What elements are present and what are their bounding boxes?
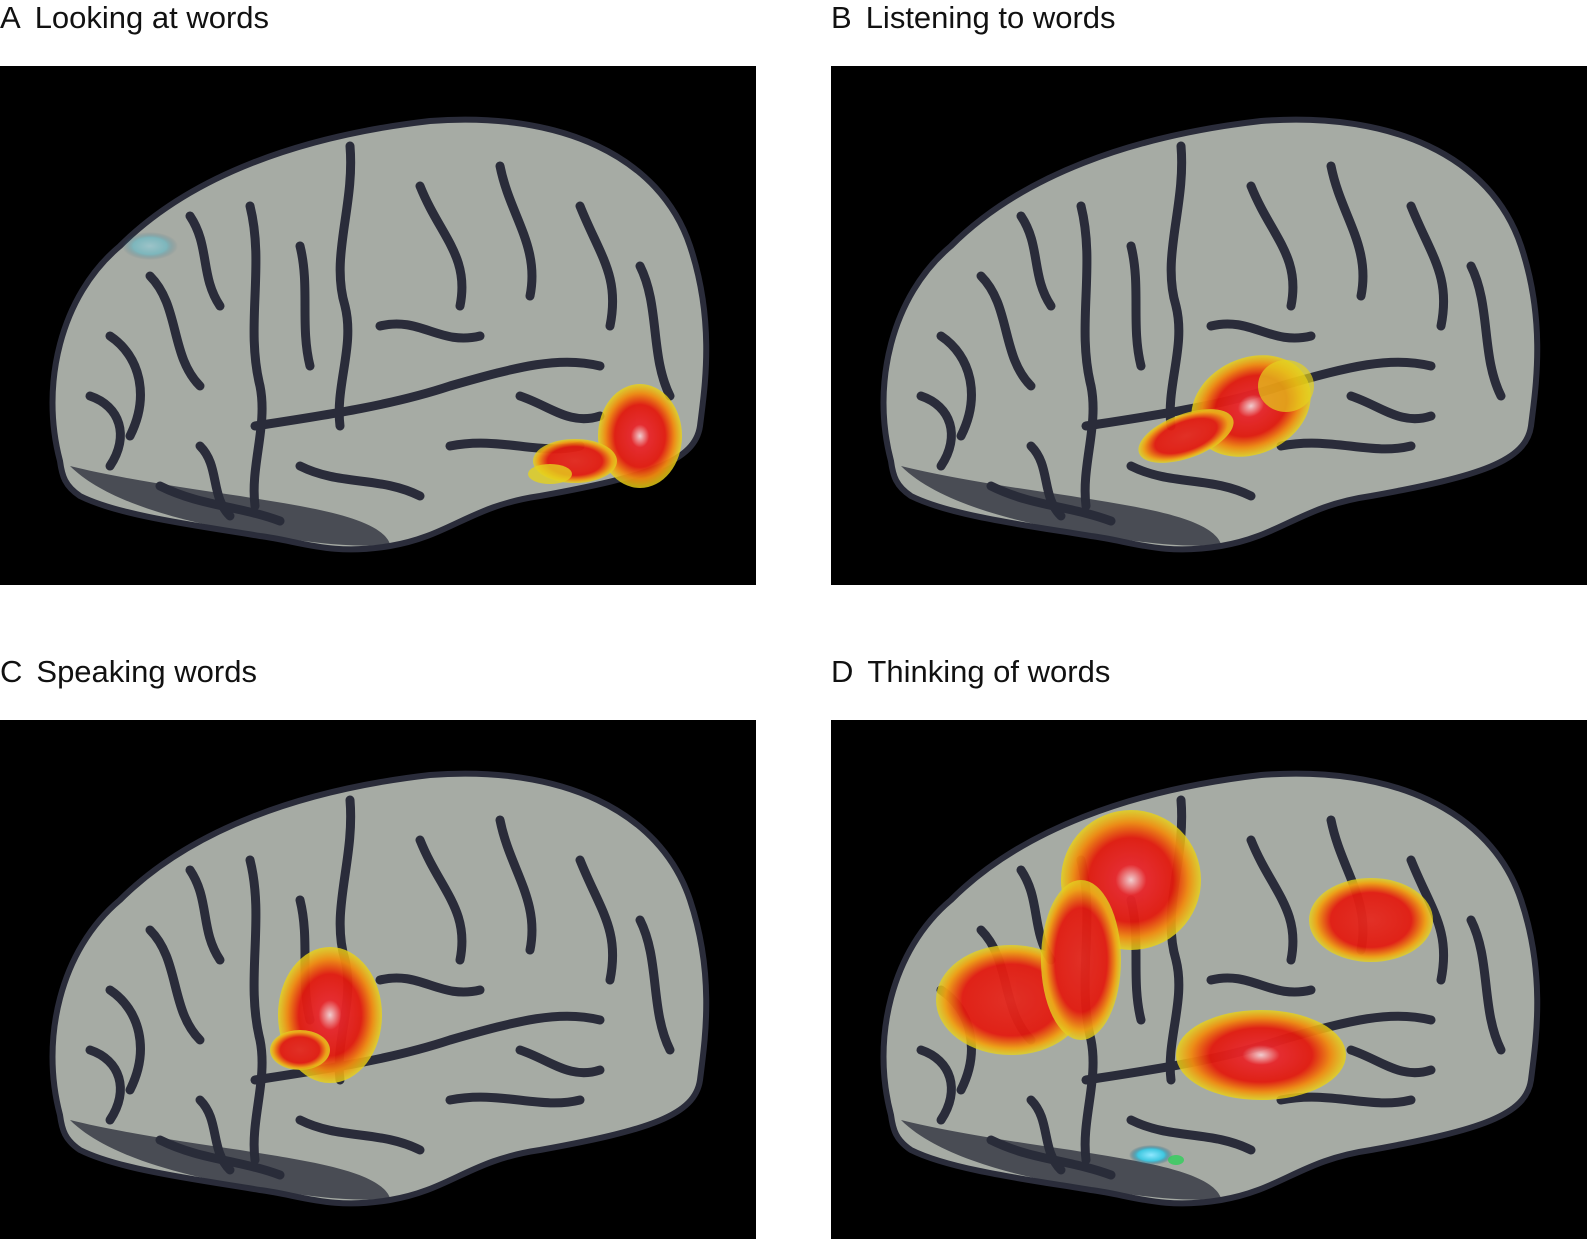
panel-a-label: A Looking at words bbox=[0, 0, 269, 36]
panel-d-letter: D bbox=[831, 654, 854, 689]
brain-image-looking bbox=[0, 66, 756, 585]
panel-c-label: C Speaking words bbox=[0, 654, 257, 690]
activation-region-occipital bbox=[528, 384, 682, 488]
panel-b-letter: B bbox=[831, 0, 852, 35]
panel-c-title: Speaking words bbox=[36, 654, 257, 689]
brain-image-listening bbox=[831, 66, 1587, 585]
panel-b-title: Listening to words bbox=[865, 0, 1116, 35]
panel-c-letter: C bbox=[0, 654, 23, 689]
panel-b-label: B Listening to words bbox=[831, 0, 1116, 36]
panel-d-label: D Thinking of words bbox=[831, 654, 1110, 690]
brain-image-speaking bbox=[0, 720, 756, 1239]
panel-a-title: Looking at words bbox=[34, 0, 270, 35]
panel-a-letter: A bbox=[0, 0, 21, 35]
negative-region-cerebellum bbox=[1129, 1145, 1184, 1165]
brain-image-thinking bbox=[831, 720, 1587, 1239]
activation-region-motor bbox=[270, 947, 382, 1083]
activation-region-frontal bbox=[936, 810, 1201, 1055]
panel-d-title: Thinking of words bbox=[867, 654, 1111, 689]
activation-region-temporal bbox=[1138, 355, 1314, 463]
activation-region-temporal bbox=[1176, 1010, 1346, 1100]
activation-region-parietal bbox=[1309, 878, 1433, 962]
negative-region bbox=[122, 232, 178, 260]
